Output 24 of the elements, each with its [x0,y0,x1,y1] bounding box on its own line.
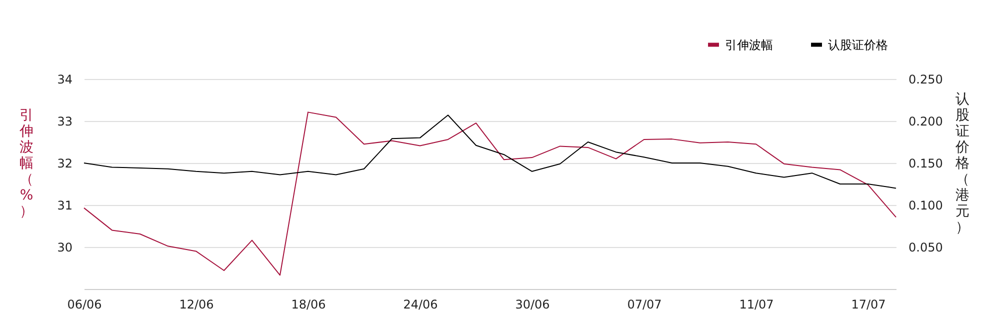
y2-tick-label: 0.200 [908,114,943,128]
y2-tick-label: 0.100 [908,198,943,212]
y-tick-label: 30 [57,240,72,254]
x-tick-label: 18/06 [291,298,326,312]
legend-label: 引伸波幅 [725,38,773,52]
y-tick-label: 32 [57,156,72,170]
x-tick-label: 24/06 [403,298,438,312]
x-tick-label: 07/07 [627,298,662,312]
y-tick-label: 33 [57,114,72,128]
line-series [84,112,896,276]
x-tick-label: 06/06 [67,298,102,312]
line-series [84,114,896,189]
y-tick-label: 31 [57,198,72,212]
y-axis-title: 引伸波幅（%） [18,108,34,220]
y2-tick-label: 0.250 [908,72,943,86]
y2-tick-label: 0.050 [908,240,943,254]
x-tick-label: 17/07 [851,298,886,312]
y2-tick-label: 0.150 [908,156,943,170]
legend-label: 认股证价格 [828,38,888,52]
x-tick-label: 11/07 [739,298,774,312]
x-tick-label: 30/06 [515,298,550,312]
y-tick-label: 34 [57,72,72,86]
x-tick-label: 12/06 [179,298,214,312]
text: 认股证价格（港元） [956,92,970,236]
